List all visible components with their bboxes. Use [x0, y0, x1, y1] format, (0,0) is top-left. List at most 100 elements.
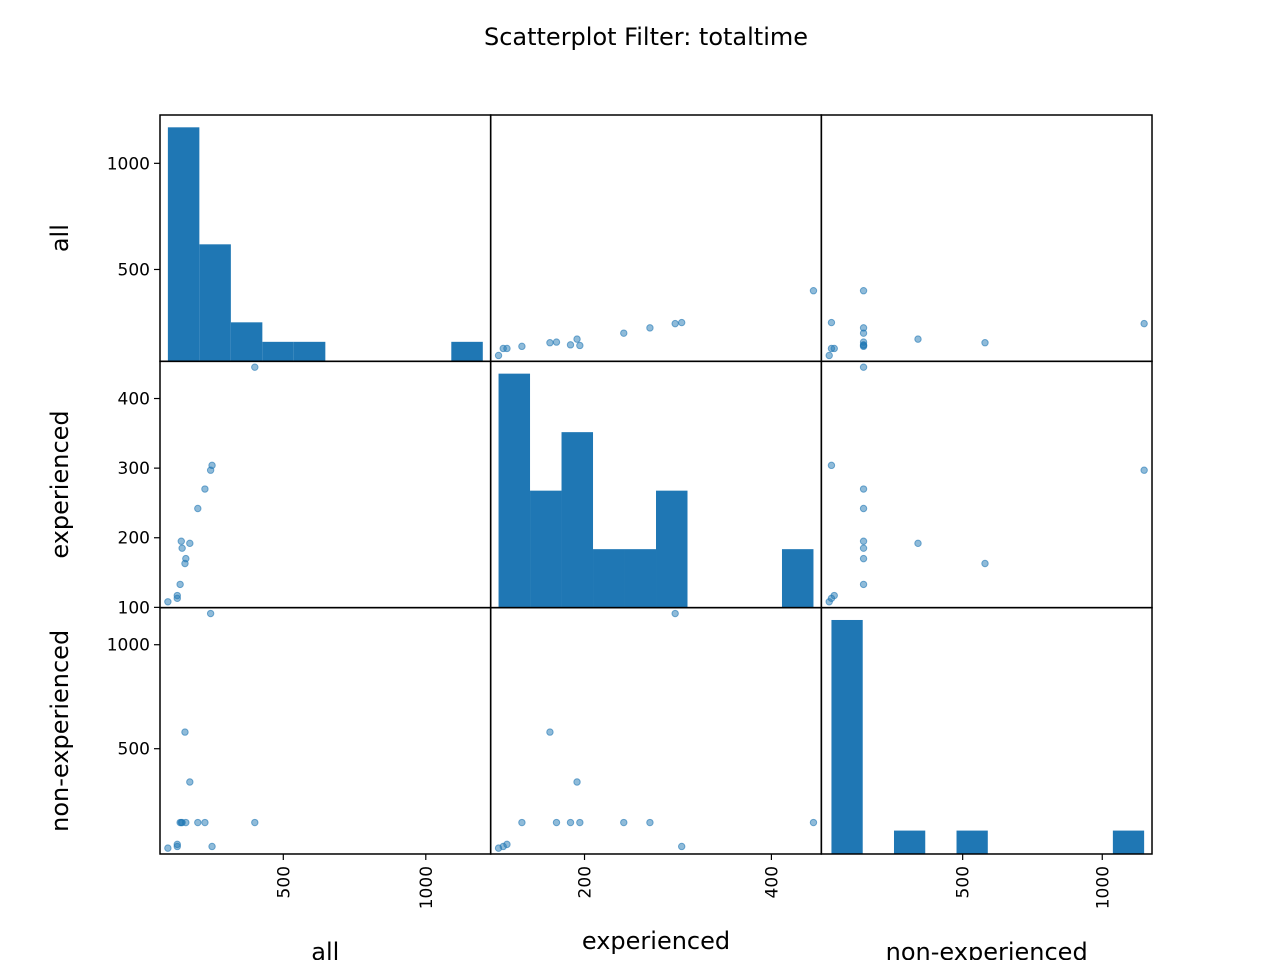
- point-all-vs-experienced-4: [576, 341, 584, 350]
- point-non-experienced-vs-experienced-4: [576, 818, 584, 827]
- hist-bar-all-4: [293, 341, 326, 362]
- cell-all-vs-all: [167, 127, 483, 362]
- y-tick-label-experienced-1: 200: [118, 529, 150, 549]
- hist-bar-all-0: [167, 127, 200, 362]
- cell-non-experienced-vs-all: [164, 609, 259, 852]
- point-all-vs-non-experienced-12: [827, 318, 836, 327]
- cell-all-vs-experienced: [494, 287, 818, 360]
- point-non-experienced-vs-experienced-7: [552, 818, 561, 827]
- point-experienced-vs-all-0: [164, 598, 172, 606]
- point-all-vs-non-experienced-6: [981, 339, 989, 347]
- point-experienced-vs-non-experienced-8: [914, 539, 922, 548]
- point-experienced-vs-non-experienced-3: [859, 580, 868, 589]
- point-experienced-vs-all-5: [178, 544, 186, 552]
- point-experienced-vs-non-experienced-10: [859, 485, 868, 493]
- point-experienced-vs-non-experienced-12: [827, 461, 836, 470]
- point-experienced-vs-all-7: [182, 554, 190, 563]
- point-all-vs-experienced-12: [678, 318, 686, 327]
- point-all-vs-non-experienced-2: [830, 344, 838, 353]
- x-tick-label-all-0: 500: [274, 866, 294, 898]
- point-experienced-vs-non-experienced-2: [830, 591, 838, 600]
- point-experienced-vs-non-experienced-7: [859, 554, 868, 563]
- point-all-vs-experienced-3: [518, 342, 526, 351]
- point-experienced-vs-all-2: [173, 591, 181, 600]
- point-all-vs-non-experienced-10: [859, 324, 868, 332]
- point-all-vs-experienced-10: [646, 324, 654, 332]
- hist-bar-all-9: [451, 341, 483, 362]
- point-all-vs-non-experienced-13: [859, 287, 868, 295]
- point-non-experienced-vs-all-10: [201, 818, 209, 827]
- x-tick-label-all-1: 1000: [417, 866, 437, 909]
- point-all-vs-experienced-13: [809, 287, 818, 295]
- point-non-experienced-vs-experienced-10: [646, 818, 654, 827]
- y-axis-label-all: all: [46, 224, 74, 252]
- x-tick-label-non-experienced-1: 1000: [1093, 866, 1113, 909]
- point-all-vs-experienced-6: [546, 339, 554, 347]
- point-all-vs-experienced-9: [620, 329, 628, 337]
- cell-all-vs-non-experienced: [825, 287, 1148, 360]
- point-non-experienced-vs-all-0: [164, 844, 172, 852]
- point-non-experienced-vs-experienced-13: [809, 818, 818, 827]
- y-tick-label-all-1: 1000: [107, 154, 150, 174]
- hist-bar-non-experienced-9: [1112, 830, 1145, 854]
- hist-bar-experienced-1: [530, 490, 562, 608]
- x-axis-label-experienced: experienced: [582, 927, 730, 955]
- hist-bar-experienced-3: [593, 549, 625, 608]
- y-tick-label-experienced-3: 400: [118, 390, 150, 410]
- point-experienced-vs-all-9: [194, 504, 202, 513]
- point-experienced-vs-all-4: [177, 537, 185, 545]
- cell-experienced-vs-all: [164, 363, 259, 606]
- point-experienced-vs-all-10: [201, 485, 209, 493]
- hist-bar-non-experienced-0: [831, 619, 863, 854]
- point-non-experienced-vs-experienced-12: [678, 842, 686, 851]
- hist-bar-non-experienced-4: [956, 830, 988, 854]
- hist-bar-experienced-2: [561, 432, 594, 608]
- cell-frame-0-1: [489, 114, 823, 363]
- cell-frame-1-2: [820, 360, 1153, 609]
- point-all-vs-experienced-2: [503, 344, 511, 353]
- hist-bar-all-1: [199, 244, 231, 362]
- point-non-experienced-vs-all-9: [194, 818, 202, 827]
- point-experienced-vs-non-experienced-6: [981, 559, 989, 568]
- point-non-experienced-vs-all-11: [206, 609, 215, 618]
- point-all-vs-experienced-0: [494, 351, 503, 360]
- point-experienced-vs-non-experienced-5: [859, 544, 868, 552]
- point-all-vs-experienced-8: [573, 335, 581, 343]
- point-experienced-vs-all-12: [208, 461, 216, 470]
- point-non-experienced-vs-experienced-9: [620, 818, 628, 827]
- point-experienced-vs-non-experienced-11: [1140, 466, 1148, 474]
- hist-bar-all-3: [262, 341, 294, 362]
- hist-bar-all-2: [230, 322, 263, 362]
- point-all-vs-experienced-11: [671, 319, 679, 328]
- cell-non-experienced-vs-experienced: [494, 609, 818, 852]
- x-tick-label-experienced-0: 200: [576, 866, 596, 898]
- cell-experienced-vs-non-experienced: [825, 363, 1148, 606]
- chart-title: Scatterplot Filter: totaltime: [484, 23, 808, 51]
- hist-bar-experienced-9: [781, 549, 814, 608]
- point-all-vs-non-experienced-7: [859, 338, 868, 346]
- point-experienced-vs-all-3: [176, 580, 184, 589]
- x-tick-label-experienced-1: 400: [762, 866, 782, 898]
- y-tick-label-experienced-0: 100: [118, 598, 150, 618]
- point-experienced-vs-non-experienced-4: [859, 537, 868, 545]
- point-all-vs-experienced-7: [552, 338, 561, 346]
- cell-frame-2-2: [820, 606, 1153, 855]
- point-all-vs-non-experienced-8: [914, 335, 922, 343]
- point-non-experienced-vs-all-13: [251, 818, 259, 827]
- hist-bar-non-experienced-2: [893, 830, 926, 854]
- point-all-vs-non-experienced-11: [1140, 319, 1148, 328]
- cell-non-experienced-vs-non-experienced: [831, 619, 1145, 854]
- hist-bar-experienced-0: [498, 373, 531, 608]
- x-axis-label-all: all: [311, 938, 339, 960]
- point-non-experienced-vs-experienced-5: [566, 818, 575, 827]
- cell-frame-0-2: [820, 114, 1153, 363]
- point-non-experienced-vs-all-12: [208, 842, 216, 851]
- cell-frame-2-1: [489, 606, 823, 855]
- y-axis-label-experienced: experienced: [46, 410, 74, 558]
- cell-frame-1-0: [159, 360, 492, 609]
- point-non-experienced-vs-all-7: [182, 818, 190, 827]
- point-non-experienced-vs-experienced-11: [671, 609, 679, 618]
- point-non-experienced-vs-experienced-3: [518, 818, 526, 827]
- y-tick-label-experienced-2: 300: [118, 459, 150, 479]
